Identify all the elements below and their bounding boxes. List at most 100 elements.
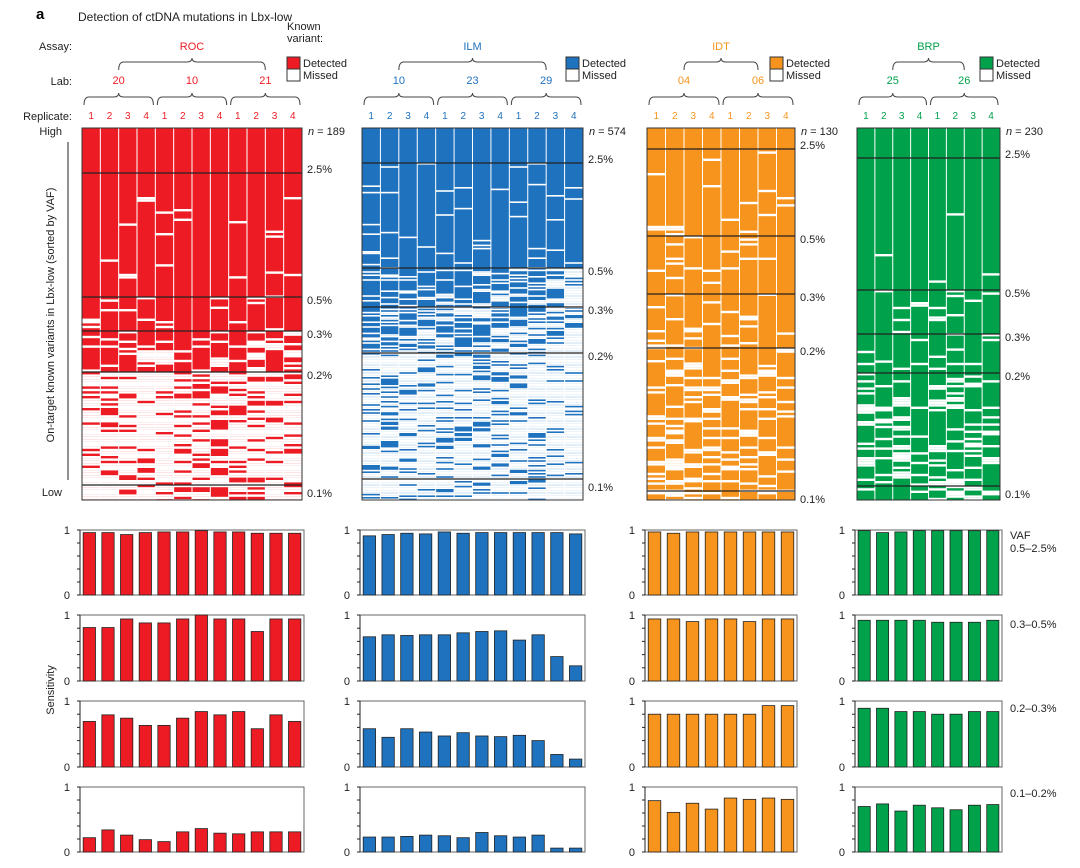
missed-variant-cell <box>892 404 911 407</box>
legend-heading: Known <box>287 21 321 33</box>
missed-variant-cell <box>647 436 666 440</box>
missed-variant-cell <box>776 348 795 351</box>
missed-variant-cell <box>454 356 473 358</box>
missed-variant-cell <box>564 340 583 343</box>
missed-variant-cell <box>362 452 381 454</box>
missed-variant-cell <box>454 405 473 408</box>
missed-variant-cell <box>100 496 119 500</box>
sensitivity-bar <box>194 614 208 682</box>
missed-variant-cell <box>100 487 119 490</box>
missed-variant-cell <box>362 326 381 328</box>
legend-detected-swatch <box>769 56 784 70</box>
y-tick-label: 1 <box>344 782 350 794</box>
missed-variant-cell <box>362 356 381 358</box>
missed-variant-cell <box>490 431 510 433</box>
missed-variant-cell <box>118 379 137 382</box>
missed-variant-cell <box>155 233 174 236</box>
missed-variant-cell <box>228 400 247 404</box>
replicate-label: 1 <box>442 111 448 122</box>
missed-variant-cell <box>490 425 510 427</box>
missed-variant-cell <box>509 166 528 168</box>
missed-variant-cell <box>509 215 528 218</box>
missed-variant-cell <box>265 465 284 468</box>
missed-variant-cell <box>417 439 436 441</box>
missed-variant-cell <box>527 389 547 392</box>
sample-count: n = 230 <box>1006 126 1043 138</box>
sensitivity-bar <box>685 802 700 853</box>
missed-variant-cell <box>362 367 381 369</box>
missed-variant-cell <box>946 493 965 496</box>
missed-variant-cell <box>564 304 583 307</box>
assay-label-ROC: ROC <box>180 41 205 53</box>
sensitivity-bar <box>101 829 115 853</box>
missed-variant-cell <box>210 496 229 500</box>
missed-variant-cell <box>564 301 583 304</box>
missed-variant-cell <box>173 475 192 478</box>
missed-variant-cell <box>137 345 156 348</box>
missed-variant-cell <box>435 318 455 320</box>
missed-variant-cell <box>527 495 547 497</box>
missed-variant-cell <box>398 292 418 294</box>
missed-variant-cell <box>490 391 510 393</box>
missed-variant-cell <box>173 384 192 387</box>
missed-variant-cell <box>454 207 473 210</box>
missed-variant-cell <box>509 334 528 336</box>
missed-variant-cell <box>527 391 547 393</box>
missed-variant-cell <box>509 425 528 427</box>
missed-variant-cell <box>118 494 137 497</box>
missed-variant-cell <box>776 204 795 207</box>
missed-variant-cell <box>665 429 684 432</box>
sensitivity-bar <box>931 621 945 682</box>
missed-variant-cell <box>417 340 436 343</box>
sensitivity-bar <box>250 532 264 596</box>
missed-variant-cell <box>665 257 684 260</box>
missed-variant-cell <box>435 324 455 327</box>
missed-variant-cell <box>546 345 565 347</box>
missed-variant-cell <box>283 352 302 355</box>
missed-variant-cell <box>283 441 302 444</box>
missed-variant-cell <box>564 285 583 288</box>
missed-variant-cell <box>435 415 455 417</box>
legend-missed-label: Missed <box>996 70 1031 82</box>
missed-variant-cell <box>490 405 510 408</box>
missed-variant-cell <box>137 381 156 384</box>
missed-variant-cell <box>173 436 192 440</box>
missed-variant-cell <box>546 418 565 421</box>
replicate-label: 4 <box>917 111 923 122</box>
missed-variant-cell <box>564 357 583 360</box>
missed-variant-cell <box>647 460 666 464</box>
missed-variant-cell <box>192 410 211 413</box>
missed-variant-cell <box>265 492 284 495</box>
missed-variant-cell <box>857 459 875 462</box>
missed-variant-cell <box>454 332 473 335</box>
missed-variant-cell <box>564 327 583 330</box>
sensitivity-bar <box>232 833 246 853</box>
missed-variant-cell <box>380 385 399 387</box>
missed-variant-cell <box>283 362 302 365</box>
missed-variant-cell <box>527 381 547 384</box>
missed-variant-cell <box>490 429 510 432</box>
missed-variant-cell <box>527 372 547 374</box>
missed-variant-cell <box>192 446 211 449</box>
missed-variant-cell <box>155 439 174 442</box>
missed-variant-cell <box>527 319 547 322</box>
sensitivity-bar <box>550 754 564 768</box>
missed-variant-cell <box>137 429 156 432</box>
missed-variant-cell <box>527 397 547 400</box>
missed-variant-cell <box>380 461 399 464</box>
replicate-label: 4 <box>143 111 149 122</box>
missed-variant-cell <box>417 310 436 312</box>
missed-variant-cell <box>247 393 266 396</box>
missed-variant-cell <box>118 352 137 355</box>
missed-variant-cell <box>247 301 266 305</box>
sensitivity-bar <box>647 713 662 768</box>
missed-variant-cell <box>454 447 473 449</box>
missed-variant-cell <box>435 378 455 381</box>
missed-variant-cell <box>210 396 229 399</box>
missed-variant-cell <box>509 274 528 276</box>
missed-variant-cell <box>247 384 266 387</box>
missed-variant-cell <box>283 496 302 500</box>
missed-variant-cell <box>82 446 101 449</box>
missed-variant-cell <box>100 439 119 442</box>
missed-variant-cell <box>546 370 565 373</box>
